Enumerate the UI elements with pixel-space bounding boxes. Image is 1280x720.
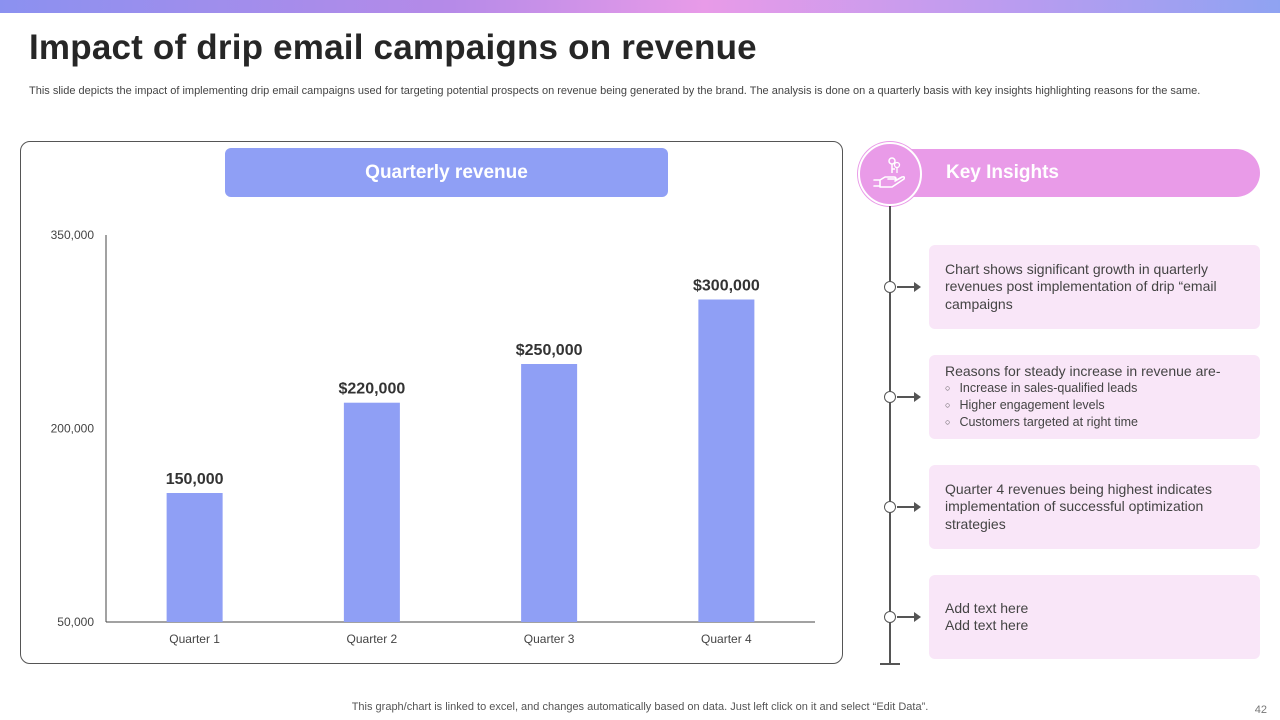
bar xyxy=(698,299,755,622)
insight-card-4: Add text here Add text here xyxy=(929,575,1260,659)
y-tick-label: 200,000 xyxy=(51,422,95,436)
arrow-right-icon xyxy=(897,392,921,402)
chart-container xyxy=(20,141,843,664)
bar-data-label: 150,000 xyxy=(166,471,224,488)
arrow-right-icon xyxy=(897,612,921,622)
insight-bullet: Customers targeted at right time xyxy=(945,414,1244,431)
timeline-line xyxy=(889,206,891,664)
insight-text: Quarter 4 revenues being highest indicat… xyxy=(945,480,1212,532)
bar-data-label: $250,000 xyxy=(516,342,583,359)
page-number: 42 xyxy=(1254,704,1267,716)
bar xyxy=(343,402,400,622)
insight-card-1: Chart shows significant growth in quarte… xyxy=(929,245,1260,329)
timeline-node xyxy=(884,281,896,293)
x-tick-label: Quarter 3 xyxy=(524,632,575,646)
bar-data-label: $300,000 xyxy=(693,278,760,295)
hand-with-keys-icon xyxy=(873,157,906,188)
top-gradient-bar xyxy=(0,0,1280,13)
timeline-base xyxy=(880,663,900,665)
insight-bullet: Increase in sales-qualified leads xyxy=(945,380,1244,397)
insight-card-3: Quarter 4 revenues being highest indicat… xyxy=(929,465,1260,549)
insight-card-2: Reasons for steady increase in revenue a… xyxy=(929,355,1260,439)
bar-data-label: $220,000 xyxy=(339,381,406,398)
insight-text: Chart shows significant growth in quarte… xyxy=(945,260,1217,312)
page-title: Impact of drip email campaigns on revenu… xyxy=(29,28,757,67)
timeline-node xyxy=(884,501,896,513)
arrow-right-icon xyxy=(897,282,921,292)
footer-note: This graph/chart is linked to excel, and… xyxy=(351,701,929,713)
x-tick-label: Quarter 2 xyxy=(347,632,398,646)
insight-bullet: Higher engagement levels xyxy=(945,397,1244,414)
bar xyxy=(166,493,223,622)
bar xyxy=(521,364,578,622)
insights-title: Key Insights xyxy=(946,162,1059,183)
insights-icon-badge xyxy=(858,142,922,206)
y-tick-label: 350,000 xyxy=(51,228,95,242)
insight-bullet-list: Increase in sales-qualified leads Higher… xyxy=(945,380,1244,431)
timeline-node xyxy=(884,611,896,623)
arrow-right-icon xyxy=(897,502,921,512)
page-subtitle: This slide depicts the impact of impleme… xyxy=(29,85,1201,97)
y-tick-label: 50,000 xyxy=(57,615,94,629)
insight-text: Add text here Add text here xyxy=(945,599,1029,634)
x-tick-label: Quarter 4 xyxy=(701,632,752,646)
insights-header: Key Insights xyxy=(880,149,1260,197)
x-tick-label: Quarter 1 xyxy=(169,632,220,646)
timeline-node xyxy=(884,391,896,403)
insight-text: Reasons for steady increase in revenue a… xyxy=(945,362,1221,379)
chart-title: Quarterly revenue xyxy=(225,148,668,197)
